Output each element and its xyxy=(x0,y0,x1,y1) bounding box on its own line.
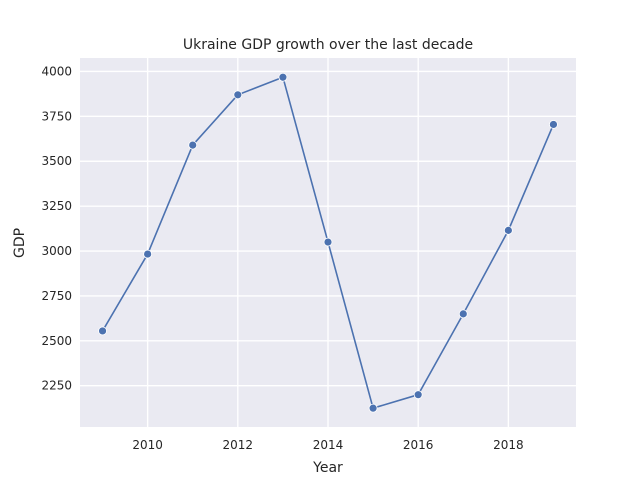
data-point xyxy=(143,249,153,259)
x-tick-label: 2010 xyxy=(132,438,163,452)
y-tick-label: 3500 xyxy=(41,154,72,168)
data-point xyxy=(368,403,378,413)
data-point xyxy=(458,309,468,319)
data-point xyxy=(98,326,107,336)
data-point xyxy=(323,237,333,247)
y-tick-labels: 2250 2500 2750 3000 3250 3500 3750 4000 xyxy=(41,64,72,392)
y-tick-label: 3250 xyxy=(41,199,72,213)
x-tick-label: 2016 xyxy=(403,438,434,452)
chart-title: Ukraine GDP growth over the last decade xyxy=(183,37,473,53)
data-point xyxy=(413,390,423,400)
data-point xyxy=(549,120,558,129)
data-point-layer xyxy=(98,72,558,413)
y-tick-label: 2500 xyxy=(41,334,72,348)
y-tick-label: 2250 xyxy=(41,379,72,393)
x-tick-labels: 2010 2012 2014 2016 2018 xyxy=(132,438,523,452)
y-axis-label: GDP xyxy=(12,228,28,258)
y-tick-label: 3750 xyxy=(41,109,72,123)
x-tick-label: 2012 xyxy=(223,438,254,452)
y-tick-label: 4000 xyxy=(41,64,72,78)
y-tick-label: 3000 xyxy=(41,244,72,258)
data-point xyxy=(233,90,243,100)
y-tick-label: 2750 xyxy=(41,289,72,303)
x-tick-label: 2018 xyxy=(493,438,524,452)
data-point xyxy=(188,140,198,150)
x-tick-label: 2014 xyxy=(313,438,344,452)
data-point xyxy=(503,225,513,235)
data-point xyxy=(278,72,288,82)
x-axis-label: Year xyxy=(312,460,343,476)
